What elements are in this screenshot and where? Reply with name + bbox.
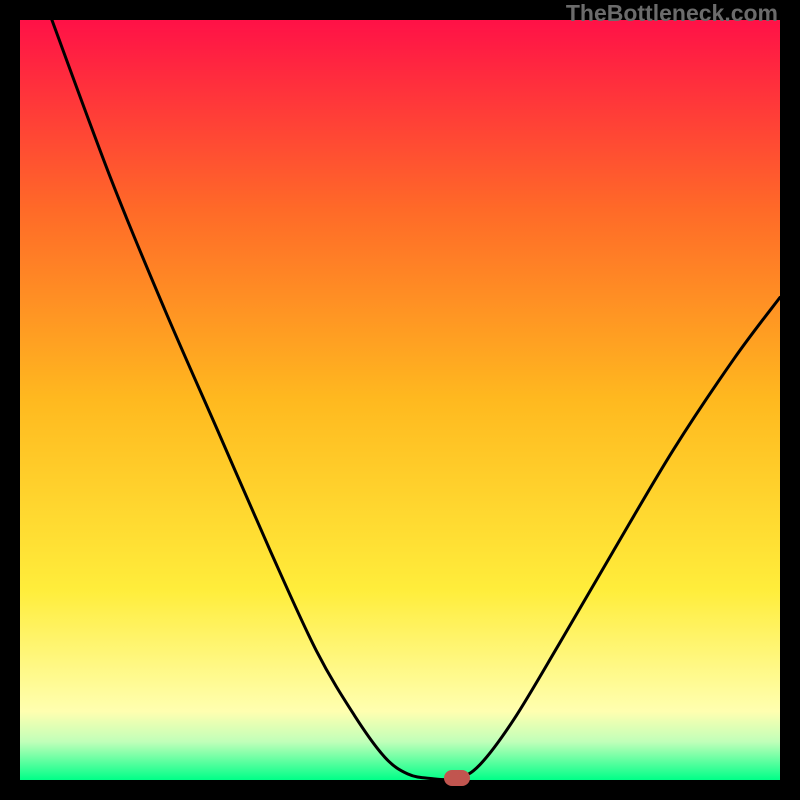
watermark-text: TheBottleneck.com <box>566 0 778 27</box>
bottleneck-curve <box>0 0 800 800</box>
optimal-point-marker <box>444 770 470 786</box>
chart-frame: TheBottleneck.com <box>0 0 800 800</box>
